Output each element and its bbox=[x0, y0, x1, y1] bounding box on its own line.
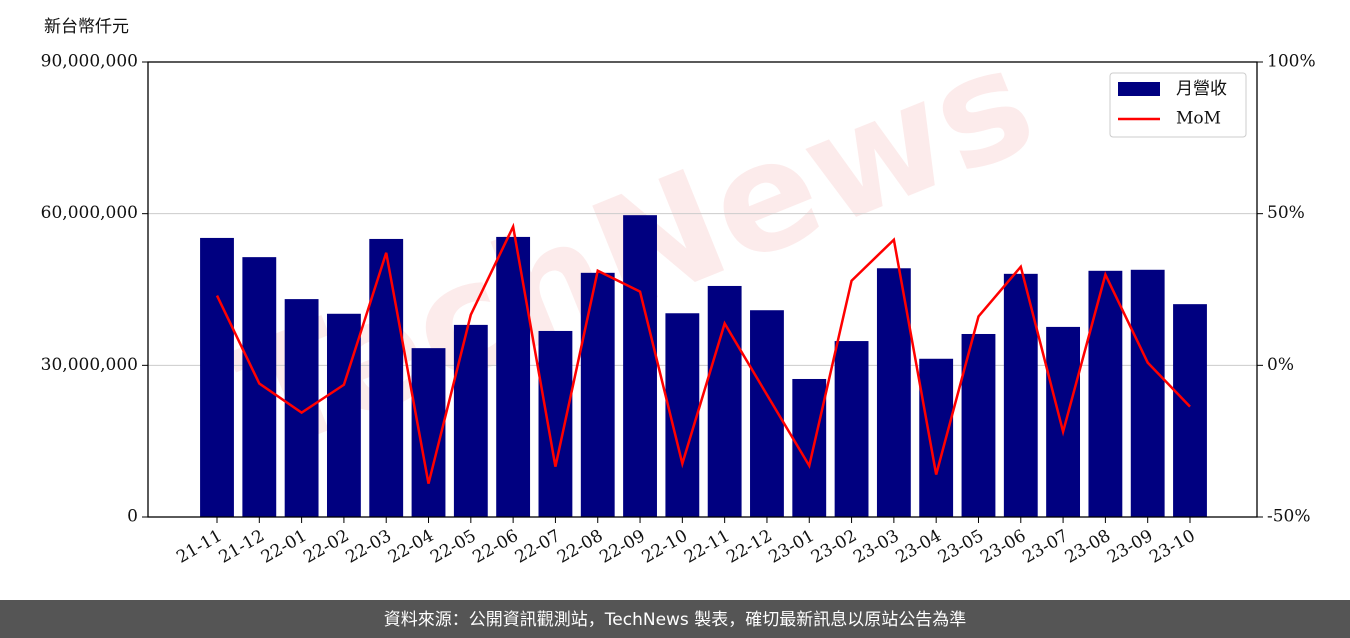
bar bbox=[369, 238, 404, 517]
bar bbox=[876, 268, 911, 517]
y2-tick-label: 0% bbox=[1267, 355, 1294, 375]
y2-tick-label: 50% bbox=[1267, 203, 1305, 223]
bar bbox=[1173, 304, 1207, 517]
x-tick-label: 22-10 bbox=[639, 526, 691, 568]
bar bbox=[496, 236, 531, 517]
bar bbox=[411, 348, 446, 517]
x-tick-label: 22-07 bbox=[512, 526, 564, 568]
x-tick-label: 23-08 bbox=[1062, 526, 1114, 568]
y-tick-label: 0 bbox=[127, 507, 138, 527]
x-tick-label: 21-12 bbox=[216, 526, 268, 568]
bar bbox=[284, 299, 319, 517]
x-tick-label: 22-03 bbox=[343, 526, 395, 568]
x-tick-label: 23-05 bbox=[935, 526, 987, 568]
x-tick-label: 23-02 bbox=[808, 526, 860, 568]
y2-tick-label: -50% bbox=[1267, 507, 1311, 527]
y-tick-label: 60,000,000 bbox=[41, 203, 138, 223]
x-tick-label: 22-04 bbox=[385, 526, 437, 568]
x-tick-label: 22-08 bbox=[554, 526, 606, 568]
y-tick-label: 90,000,000 bbox=[41, 52, 138, 72]
bar bbox=[623, 215, 657, 517]
x-tick-label: 22-01 bbox=[258, 526, 310, 568]
x-tick-label: 23-07 bbox=[1019, 526, 1071, 568]
bar bbox=[834, 341, 869, 517]
bar bbox=[242, 257, 277, 517]
bar bbox=[538, 330, 573, 517]
x-tick-label: 22-06 bbox=[469, 526, 521, 568]
legend-label: MoM bbox=[1176, 109, 1221, 129]
legend-label: 月營收 bbox=[1176, 79, 1227, 99]
x-tick-label: 22-11 bbox=[681, 526, 733, 568]
footer bbox=[0, 600, 1350, 638]
bar bbox=[919, 358, 954, 517]
bar bbox=[1130, 269, 1165, 517]
y2-tick-label: 100% bbox=[1267, 52, 1316, 72]
y-tick-label: 30,000,000 bbox=[41, 355, 138, 375]
x-tick-label: 21-11 bbox=[173, 526, 225, 568]
bar bbox=[1046, 326, 1081, 517]
bar bbox=[453, 324, 488, 517]
plot bbox=[200, 215, 1207, 517]
bar bbox=[580, 272, 615, 517]
plot-frame bbox=[147, 61, 1258, 518]
bar bbox=[707, 285, 742, 517]
x-tick-label: 23-01 bbox=[766, 526, 818, 568]
line bbox=[215, 222, 1191, 484]
y-axis-label: 新台幣仟元 bbox=[44, 17, 129, 37]
x-tick-label: 23-10 bbox=[1146, 526, 1198, 568]
x-tick-label: 23-03 bbox=[850, 526, 902, 568]
source-note: 資料來源：公開資訊觀測站，TechNews 製表，確切最新訊息以原站公告為準 bbox=[384, 610, 966, 630]
x-tick-label: 22-09 bbox=[596, 526, 648, 568]
bar bbox=[200, 237, 234, 517]
x-tick-label: 22-02 bbox=[300, 526, 352, 568]
bar bbox=[1088, 270, 1123, 517]
x-tick-label: 22-05 bbox=[427, 526, 479, 568]
x-tick-label: 22-12 bbox=[723, 526, 775, 568]
x-tick-label: 23-09 bbox=[1104, 526, 1156, 568]
x-tick-label: 23-06 bbox=[977, 526, 1029, 568]
x-tick-label: 23-04 bbox=[892, 526, 944, 568]
bar bbox=[961, 333, 996, 517]
legend-swatch bbox=[1118, 82, 1160, 96]
